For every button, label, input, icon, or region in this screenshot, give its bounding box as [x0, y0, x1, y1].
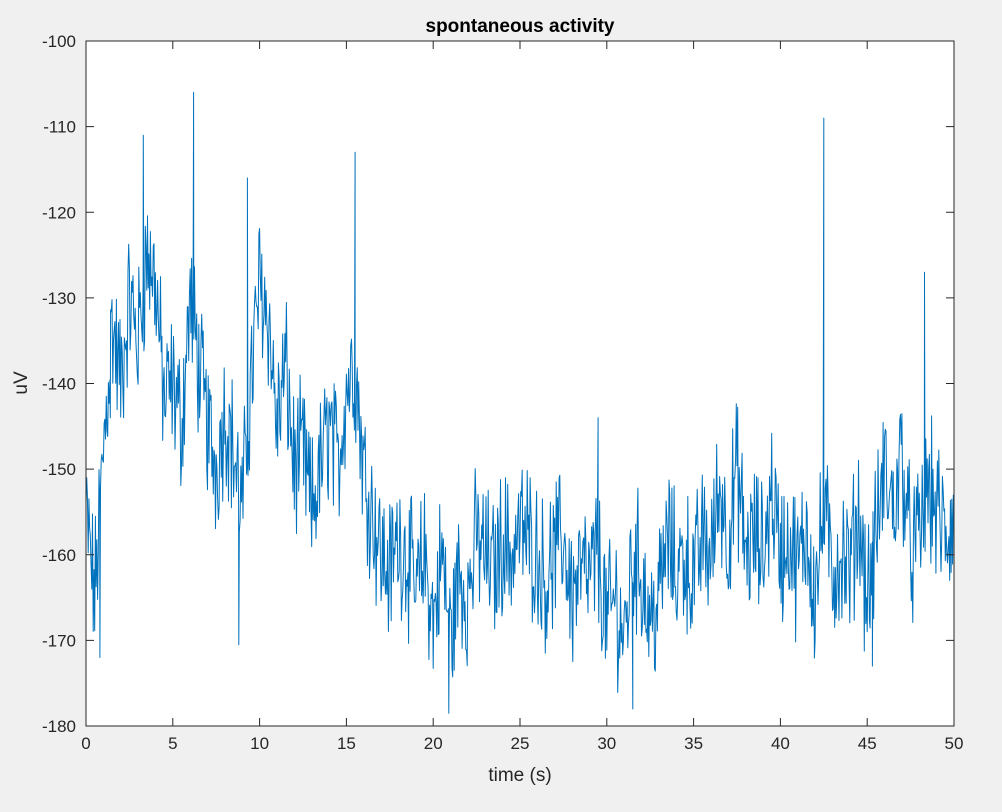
- x-tick-label: 40: [771, 734, 790, 753]
- x-tick-label: 20: [424, 734, 443, 753]
- y-tick-label: -160: [42, 546, 76, 565]
- x-tick-label: 25: [511, 734, 530, 753]
- plot-area: [86, 41, 954, 726]
- y-ticks: -100 -110 -120 -130 -140 -150 -160 -170 -180: [42, 32, 954, 736]
- x-tick-label: 35: [684, 734, 703, 753]
- y-tick-label: -170: [42, 631, 76, 650]
- x-tick-label: 50: [945, 734, 964, 753]
- x-tick-label: 45: [858, 734, 877, 753]
- y-tick-label: -150: [42, 460, 76, 479]
- y-tick-label: -120: [42, 203, 76, 222]
- y-tick-label: -180: [42, 717, 76, 736]
- y-tick-label: -110: [43, 118, 76, 137]
- y-tick-label: -100: [42, 32, 76, 51]
- x-tick-label: 10: [250, 734, 269, 753]
- x-tick-label: 15: [337, 734, 356, 753]
- series-layer: [85, 91, 955, 714]
- x-tick-label: 5: [168, 734, 177, 753]
- x-tick-label: 0: [81, 734, 90, 753]
- x-tick-label: 30: [597, 734, 616, 753]
- y-axis-label: uV: [11, 371, 32, 395]
- x-ticks: 0 5 10 15 20 25 30 35 40 45 50: [81, 41, 963, 753]
- y-tick-label: -140: [42, 375, 76, 394]
- series-line: [85, 91, 955, 714]
- x-axis-label: time (s): [488, 765, 551, 786]
- y-tick-label: -130: [42, 289, 76, 308]
- chart-title: spontaneous activity: [426, 16, 615, 37]
